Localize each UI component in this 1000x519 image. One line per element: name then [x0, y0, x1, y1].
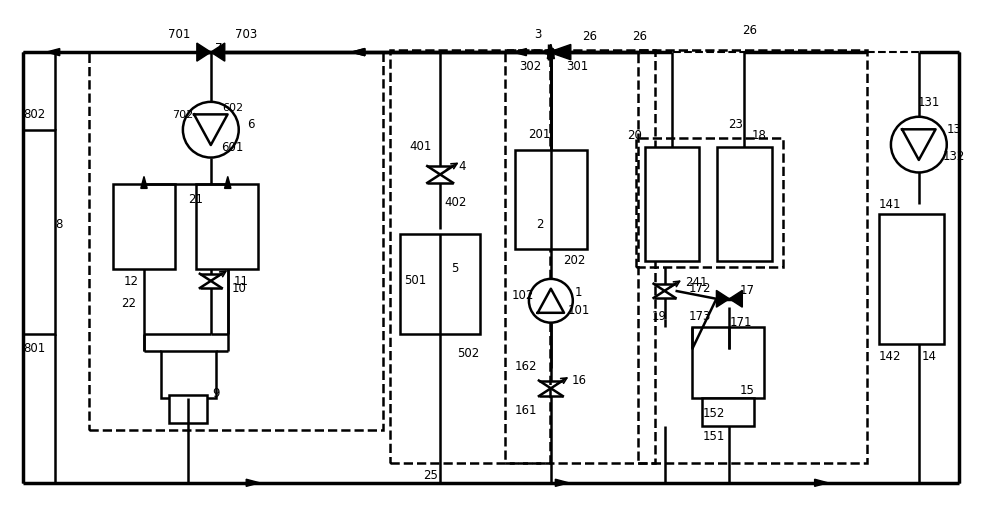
Polygon shape: [513, 49, 526, 56]
Text: 151: 151: [702, 430, 725, 443]
Text: 8: 8: [56, 217, 63, 230]
Bar: [702, 398, 754, 426]
Text: 10: 10: [231, 282, 246, 295]
Text: 801: 801: [23, 342, 46, 355]
Bar: [515, 149, 587, 249]
Bar: [161, 350, 216, 398]
Text: 703: 703: [235, 28, 257, 40]
Text: 302: 302: [519, 60, 541, 73]
Text: 132: 132: [943, 150, 965, 163]
Polygon shape: [246, 479, 260, 486]
Bar: [23, 130, 55, 334]
Text: 131: 131: [918, 97, 940, 110]
Polygon shape: [46, 49, 60, 56]
Circle shape: [529, 279, 573, 323]
Text: 401: 401: [409, 140, 431, 153]
Text: 18: 18: [752, 129, 767, 142]
Bar: [89, 52, 383, 430]
Text: 161: 161: [515, 404, 537, 417]
Text: 701: 701: [168, 28, 190, 40]
Text: 102: 102: [512, 289, 534, 302]
Text: 142: 142: [879, 350, 901, 363]
Bar: [113, 184, 175, 269]
Polygon shape: [540, 49, 553, 56]
Text: 26: 26: [582, 30, 597, 43]
Text: 26: 26: [742, 24, 757, 37]
Bar: [879, 214, 944, 344]
Text: 7: 7: [215, 42, 223, 54]
Polygon shape: [729, 291, 742, 307]
Text: 601: 601: [222, 141, 244, 154]
Text: 402: 402: [444, 196, 466, 209]
Text: 101: 101: [568, 304, 590, 317]
Bar: [645, 146, 699, 261]
Text: 17: 17: [740, 284, 755, 297]
Text: 241: 241: [685, 277, 708, 290]
Text: 152: 152: [702, 407, 725, 420]
Polygon shape: [351, 49, 365, 56]
Polygon shape: [547, 45, 554, 59]
Text: 19: 19: [652, 310, 667, 323]
Text: 15: 15: [740, 384, 755, 397]
Text: 20: 20: [627, 129, 642, 142]
Text: 9: 9: [212, 387, 220, 400]
Text: 602: 602: [222, 103, 243, 113]
Text: 6: 6: [247, 118, 254, 131]
Polygon shape: [211, 43, 225, 61]
Polygon shape: [815, 479, 828, 486]
Bar: [717, 146, 772, 261]
Text: 25: 25: [423, 469, 438, 482]
Bar: [169, 395, 207, 423]
Bar: [638, 50, 867, 463]
Polygon shape: [549, 45, 571, 60]
Bar: [505, 50, 655, 463]
Text: 802: 802: [23, 108, 46, 121]
Polygon shape: [555, 479, 569, 486]
Text: 23: 23: [728, 118, 743, 131]
Text: 162: 162: [515, 360, 537, 373]
Circle shape: [891, 117, 947, 172]
Text: 13: 13: [946, 123, 961, 136]
Text: 26: 26: [632, 30, 647, 43]
Text: 3: 3: [534, 28, 542, 40]
Text: 14: 14: [921, 350, 936, 363]
Bar: [390, 50, 550, 463]
Text: 202: 202: [564, 254, 586, 267]
Text: 11: 11: [233, 276, 248, 289]
Bar: [636, 138, 783, 267]
Text: 301: 301: [567, 60, 589, 73]
Polygon shape: [548, 44, 554, 56]
Text: 16: 16: [571, 374, 586, 387]
Polygon shape: [716, 291, 729, 307]
Text: 1: 1: [575, 286, 583, 299]
Text: 501: 501: [404, 275, 426, 288]
Bar: [692, 326, 764, 398]
Text: 201: 201: [528, 128, 550, 141]
Text: 22: 22: [122, 297, 137, 310]
Text: 173: 173: [688, 310, 711, 323]
Text: 502: 502: [457, 347, 479, 360]
Text: 5: 5: [451, 263, 459, 276]
Polygon shape: [141, 176, 147, 188]
Text: 702: 702: [172, 110, 194, 120]
Polygon shape: [197, 43, 211, 61]
Polygon shape: [225, 176, 231, 188]
Bar: [196, 184, 258, 269]
Circle shape: [183, 102, 239, 158]
Text: 141: 141: [879, 198, 901, 211]
Text: 4: 4: [458, 160, 466, 173]
Polygon shape: [351, 49, 365, 56]
Text: 21: 21: [188, 193, 203, 206]
Text: 2: 2: [536, 217, 544, 230]
Text: 12: 12: [124, 276, 139, 289]
Text: 171: 171: [730, 316, 753, 329]
Bar: [400, 234, 480, 334]
Text: 172: 172: [688, 282, 711, 295]
